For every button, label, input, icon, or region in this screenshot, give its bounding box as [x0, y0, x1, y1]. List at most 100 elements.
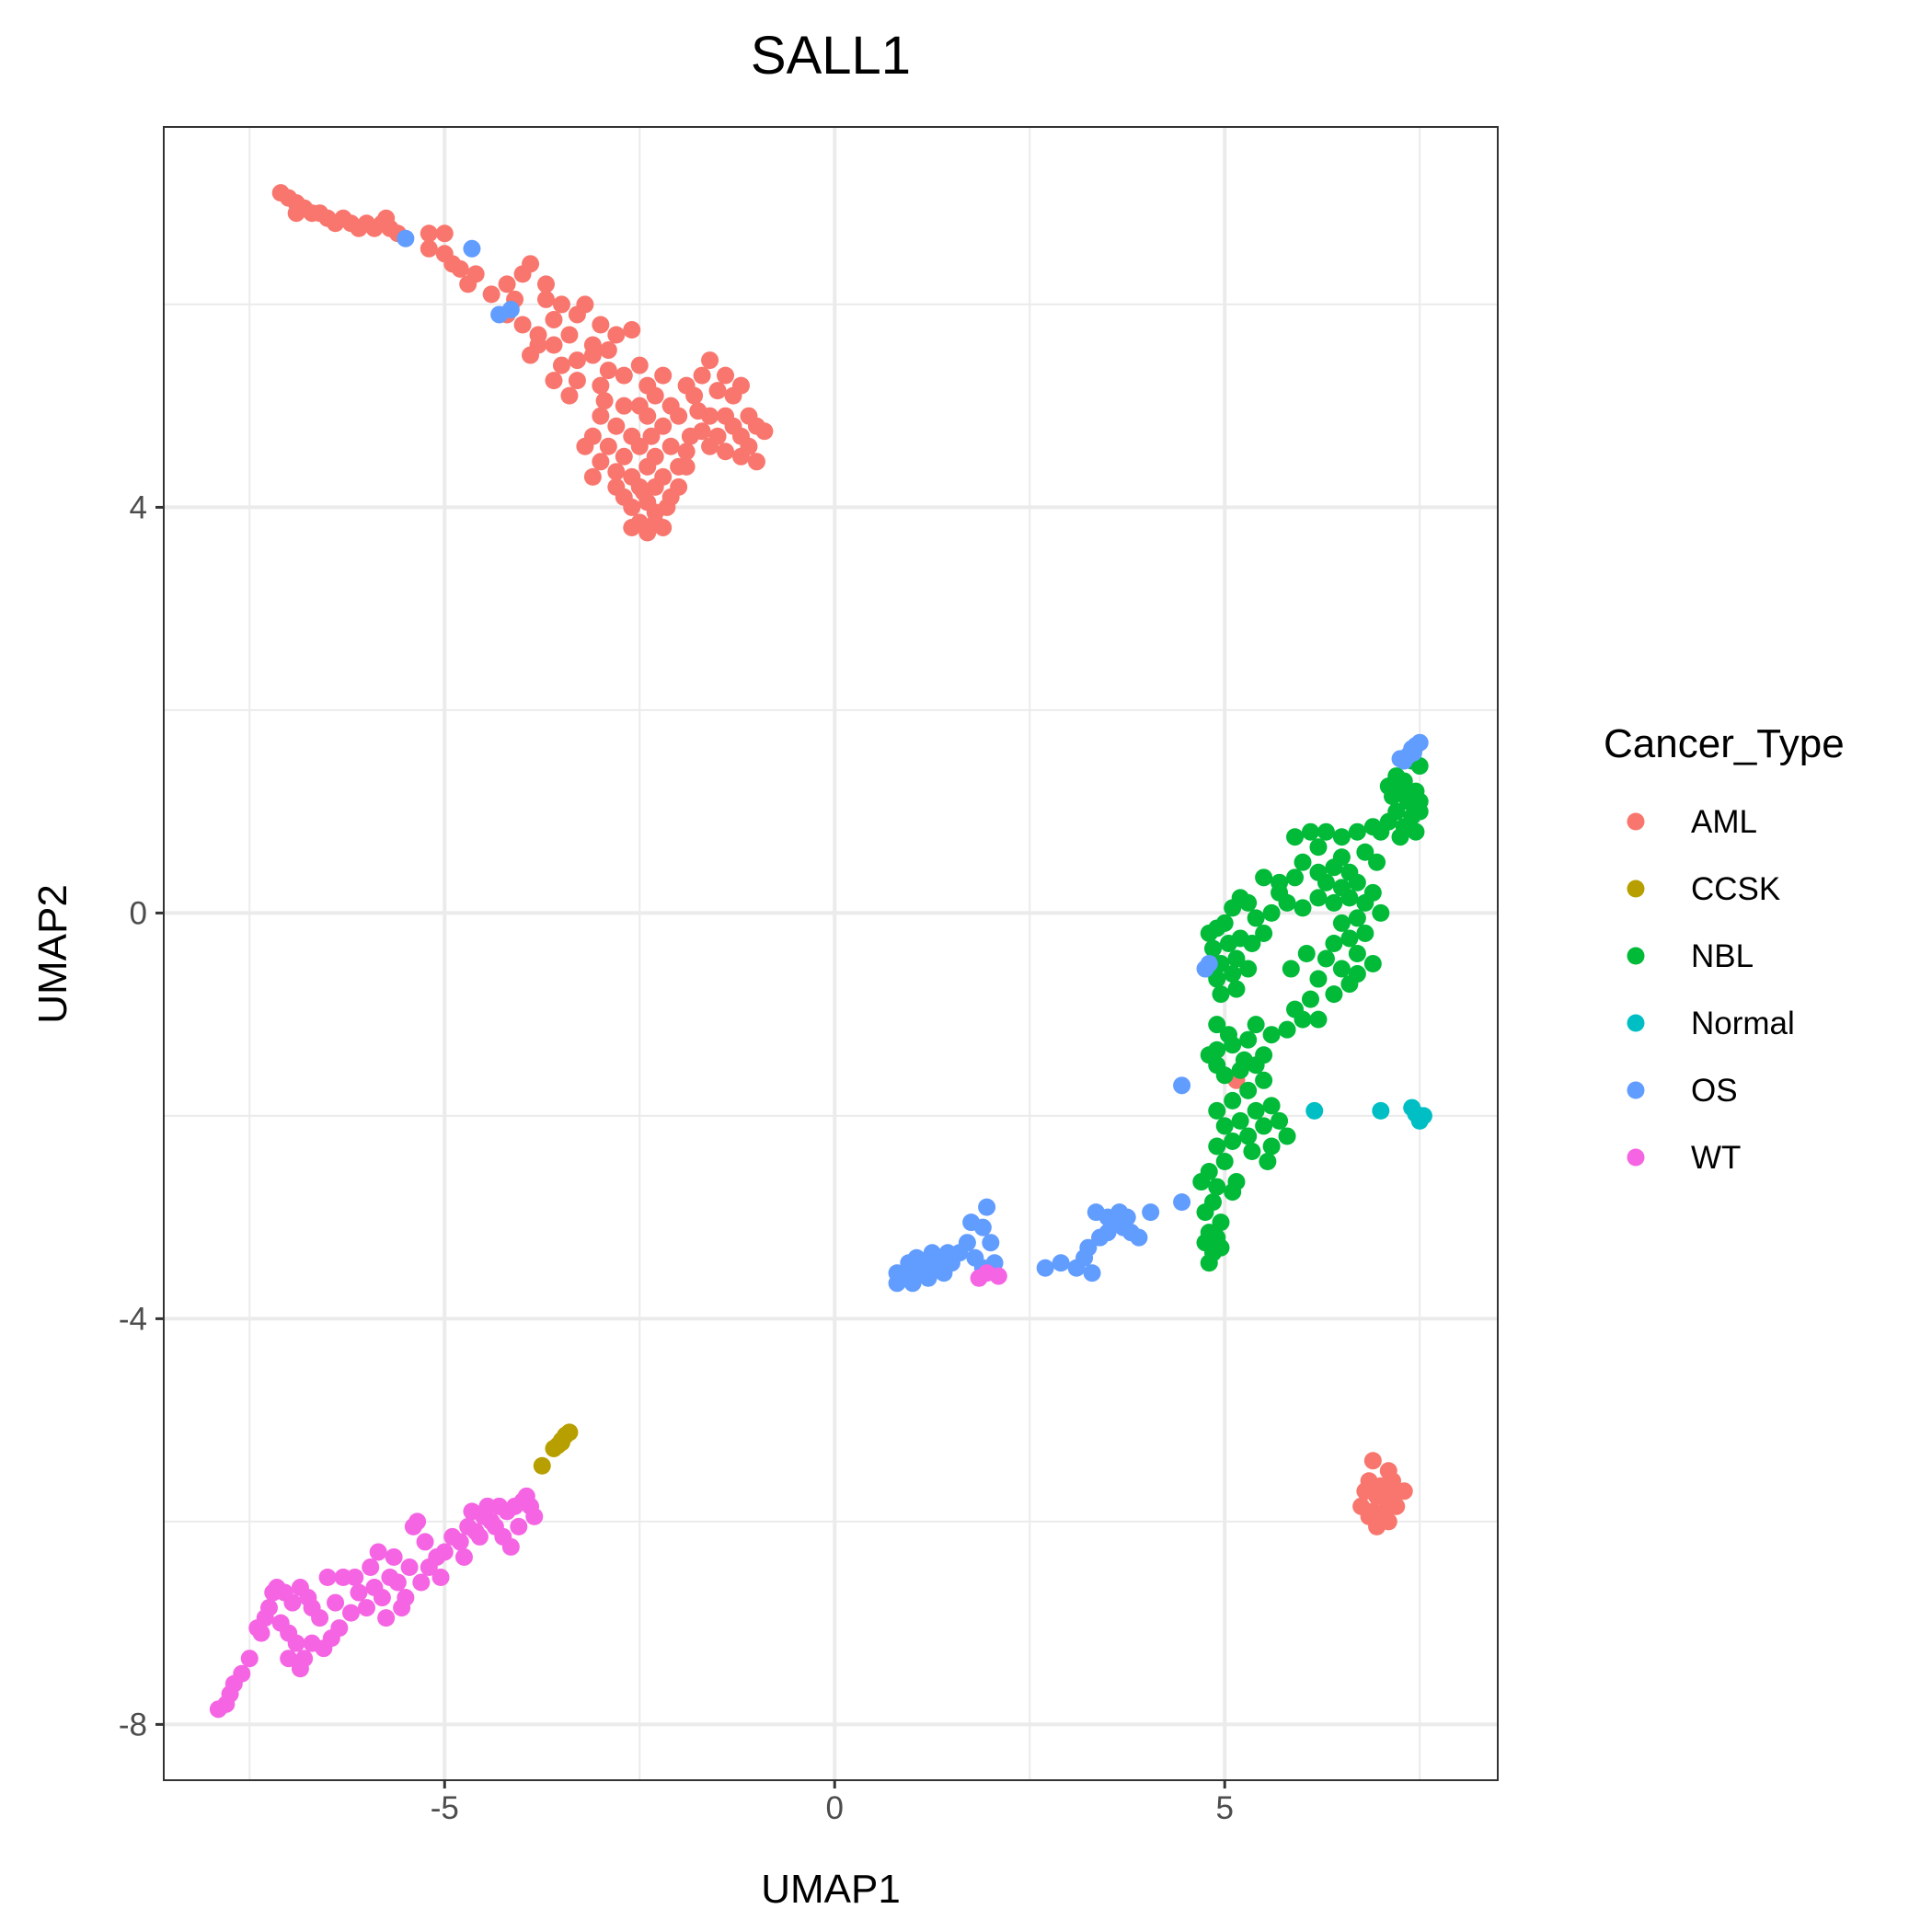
data-point: [1173, 1076, 1191, 1095]
data-point: [1317, 949, 1335, 968]
x-tick-label: 0: [826, 1790, 844, 1826]
data-point: [408, 1512, 427, 1531]
data-point: [670, 477, 688, 496]
data-point: [1118, 1208, 1136, 1226]
data-point: [607, 463, 626, 481]
data-point: [677, 457, 696, 476]
panel-border: [163, 126, 1499, 1781]
data-point: [1227, 949, 1246, 968]
data-point: [592, 407, 610, 425]
data-point: [501, 1537, 520, 1556]
data-point: [717, 443, 735, 461]
data-point: [1224, 965, 1242, 983]
data-point: [740, 437, 758, 455]
y-axis-title: UMAP2: [30, 884, 75, 1024]
data-point: [592, 376, 610, 395]
data-point: [1208, 1137, 1226, 1156]
data-point: [630, 397, 649, 415]
data-point: [1372, 1101, 1390, 1120]
data-point: [731, 376, 750, 395]
points-layer: [209, 184, 1432, 1719]
data-point: [1384, 1472, 1402, 1490]
data-point: [658, 498, 676, 516]
data-point: [525, 1507, 544, 1525]
data-point: [545, 336, 563, 354]
data-point: [1356, 893, 1374, 912]
data-point: [903, 1274, 922, 1293]
legend-label: AML: [1691, 804, 1757, 840]
data-point: [1243, 934, 1261, 952]
data-point: [1410, 757, 1429, 776]
data-point: [327, 1593, 345, 1612]
data-point: [1203, 939, 1222, 958]
data-point: [1079, 1238, 1098, 1257]
data-point: [1363, 1452, 1382, 1470]
data-point: [1255, 1117, 1273, 1135]
data-point: [1200, 924, 1218, 942]
data-point: [1239, 1030, 1258, 1049]
data-point: [346, 1569, 364, 1587]
data-point: [1391, 750, 1409, 768]
data-point: [1363, 818, 1382, 836]
y-axis: -8 -4 0 4: [119, 489, 164, 1742]
legend-label: Normal: [1691, 1006, 1795, 1041]
data-point: [1212, 1238, 1230, 1257]
data-point: [568, 372, 586, 390]
data-point: [529, 336, 547, 354]
data-point: [568, 351, 586, 370]
data-point: [545, 372, 563, 390]
data-point: [1294, 899, 1312, 917]
data-point: [1348, 822, 1366, 841]
data-point: [1200, 1254, 1218, 1272]
data-point: [583, 467, 602, 486]
x-tick-label: 5: [1215, 1790, 1233, 1826]
data-point: [501, 300, 520, 318]
data-point: [233, 1664, 251, 1683]
data-point: [342, 1604, 361, 1622]
data-point: [287, 1634, 305, 1652]
data-point: [1332, 828, 1351, 846]
data-point: [552, 1433, 570, 1452]
data-point: [1332, 914, 1351, 932]
data-point: [1262, 903, 1281, 922]
data-point: [1247, 1016, 1265, 1034]
data-point: [1309, 970, 1328, 988]
data-point: [400, 1558, 419, 1576]
legend-item-aml: AML: [1627, 804, 1757, 840]
data-point: [1239, 960, 1258, 978]
data-point: [280, 1650, 298, 1668]
data-point: [1212, 985, 1230, 1004]
data-point: [1305, 1101, 1324, 1120]
legend-item-os: OS: [1627, 1073, 1738, 1109]
data-point: [1317, 822, 1335, 841]
data-point: [435, 224, 454, 243]
data-point: [533, 1456, 551, 1475]
data-point: [1410, 792, 1429, 811]
data-point: [693, 366, 711, 385]
data-point: [412, 1573, 431, 1592]
data-point: [545, 310, 563, 328]
data-point: [1301, 990, 1319, 1008]
data-point: [369, 1543, 387, 1561]
data-point: [1325, 934, 1343, 952]
data-point: [576, 437, 594, 455]
data-point: [1215, 1153, 1234, 1171]
data-point: [1224, 1091, 1242, 1110]
data-point: [287, 204, 305, 223]
data-point: [615, 397, 633, 415]
data-point: [630, 437, 649, 455]
series-normal: [1305, 1098, 1432, 1130]
data-point: [654, 366, 673, 385]
data-point: [560, 386, 579, 405]
data-point: [1227, 1173, 1246, 1191]
data-point: [362, 1558, 380, 1576]
data-point: [248, 1619, 267, 1638]
data-point: [1309, 1010, 1328, 1029]
data-point: [1231, 1111, 1249, 1130]
data-point: [1192, 1173, 1211, 1191]
data-point: [1404, 743, 1422, 762]
series-nbl: [1192, 752, 1429, 1272]
data-point: [1368, 1517, 1386, 1535]
data-point: [1239, 1081, 1258, 1099]
legend-key: [1627, 947, 1645, 965]
